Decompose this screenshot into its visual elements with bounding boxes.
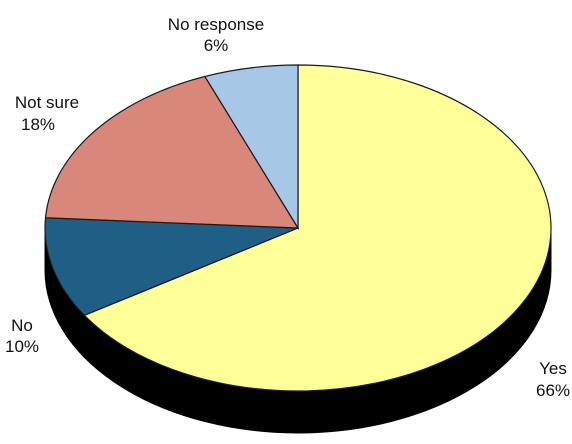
pie-slice-no <box>44 217 299 317</box>
slice-label-not-sure-name: Not sure <box>15 93 79 112</box>
pie-slice-not-sure <box>44 75 300 229</box>
pie-slice-yes <box>83 64 552 392</box>
slice-label-yes-name: Yes <box>539 359 567 378</box>
pie-slice-no-response <box>203 64 299 231</box>
slice-label-not-sure-percent: 18% <box>21 115 55 134</box>
pie-labels: No response 6% Not sure 18% No 10% Yes 6… <box>5 15 570 400</box>
pie-slices <box>44 64 552 392</box>
slice-label-no-percent: 10% <box>5 337 39 356</box>
slice-label-no-response-percent: 6% <box>204 36 229 55</box>
slice-label-no-name: No <box>11 316 33 335</box>
slice-label-no-response-name: No response <box>168 15 264 34</box>
slice-label-yes-percent: 66% <box>536 381 570 400</box>
